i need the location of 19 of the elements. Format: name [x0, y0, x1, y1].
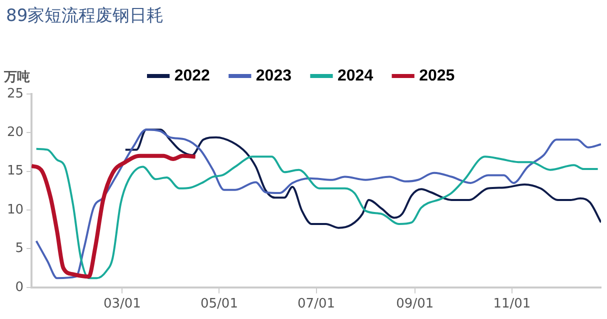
x-tick-label: 03/01	[103, 296, 141, 312]
x-tick-label: 09/01	[396, 296, 434, 312]
y-tick-label: 10	[6, 202, 24, 218]
x-tick-label: 11/01	[493, 296, 531, 312]
y-tick-label: 25	[6, 86, 24, 102]
y-tick-label: 15	[6, 164, 24, 179]
y-tick-label: 0	[15, 280, 24, 295]
line-series	[32, 154, 198, 279]
y-tick-label: 20	[6, 125, 24, 140]
legend-label: 2022	[174, 67, 210, 84]
legend-label: 2025	[419, 67, 455, 84]
chart-title: 89家短流程废钢日耗	[6, 5, 164, 27]
line-series	[124, 128, 601, 229]
x-tick-label: 05/01	[200, 296, 238, 312]
y-tick-label: 5	[15, 241, 24, 256]
x-tick-label: 07/01	[298, 296, 336, 312]
legend-label: 2023	[256, 67, 292, 84]
y-axis-title: 万吨	[3, 70, 30, 85]
legend-label: 2024	[338, 67, 374, 84]
